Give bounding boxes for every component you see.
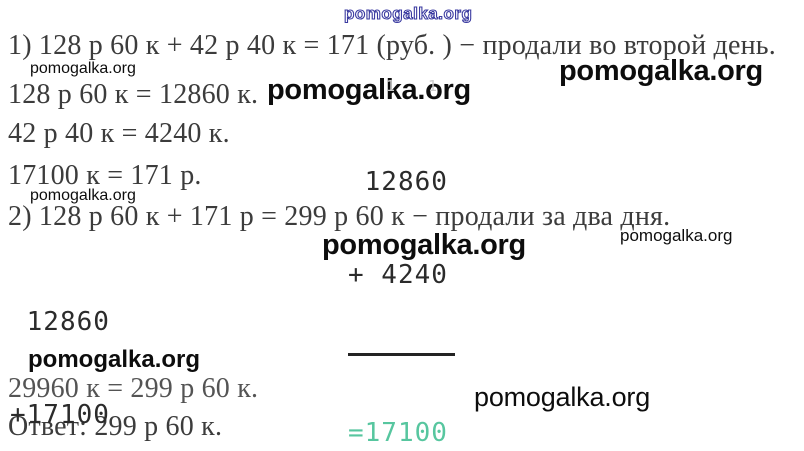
addition-1-addend-1: 12860: [348, 167, 448, 197]
addition-1-result: =17100: [348, 418, 448, 448]
watermark-right-small: pomogalka.org: [620, 226, 733, 245]
addition-1-carry-digits: 1 1: [386, 77, 450, 95]
conversion-line-2: 42 р 40 к = 4240 к.: [8, 118, 230, 149]
watermark-top-outline: pomogalka.org: [343, 3, 473, 23]
conversion-line-1: 128 р 60 к = 12860 к.: [8, 79, 259, 110]
addition-2-addend-2: +17100: [10, 400, 110, 430]
addition-1-addend-2: + 4240: [348, 260, 448, 290]
addition-1-rule: [348, 353, 455, 356]
watermark-bottom-left: pomogalka.org: [28, 346, 201, 373]
conversion-line-3: 17100 к = 171 р.: [8, 160, 202, 191]
answer-line: Ответ: 299 р 60 к.: [8, 411, 223, 442]
watermark-small-1: pomogalka.org: [30, 60, 136, 77]
watermark-center-large: pomogalka.org: [322, 229, 526, 261]
watermark-inline: pomogalka.org: [267, 74, 471, 106]
column-addition-2: 12860 +17100 =29960: [10, 245, 117, 451]
watermark-bottom-right: pomogalka.org: [474, 382, 651, 412]
solution-step-2: 2) 128 р 60 к + 171 р = 299 р 60 к − про…: [8, 201, 671, 232]
column-addition-1: 12860 + 4240 =17100: [348, 105, 455, 451]
conversion-line-4: 29960 к = 299 р 60 к.: [8, 373, 259, 404]
solution-step-1: 1) 128 р 60 к + 42 р 40 к = 171 (руб. ) …: [8, 30, 776, 61]
addition-2-addend-1: 12860: [10, 307, 110, 337]
watermark-right-large: pomogalka.org: [559, 55, 763, 87]
watermark-small-2: pomogalka.org: [30, 187, 136, 204]
